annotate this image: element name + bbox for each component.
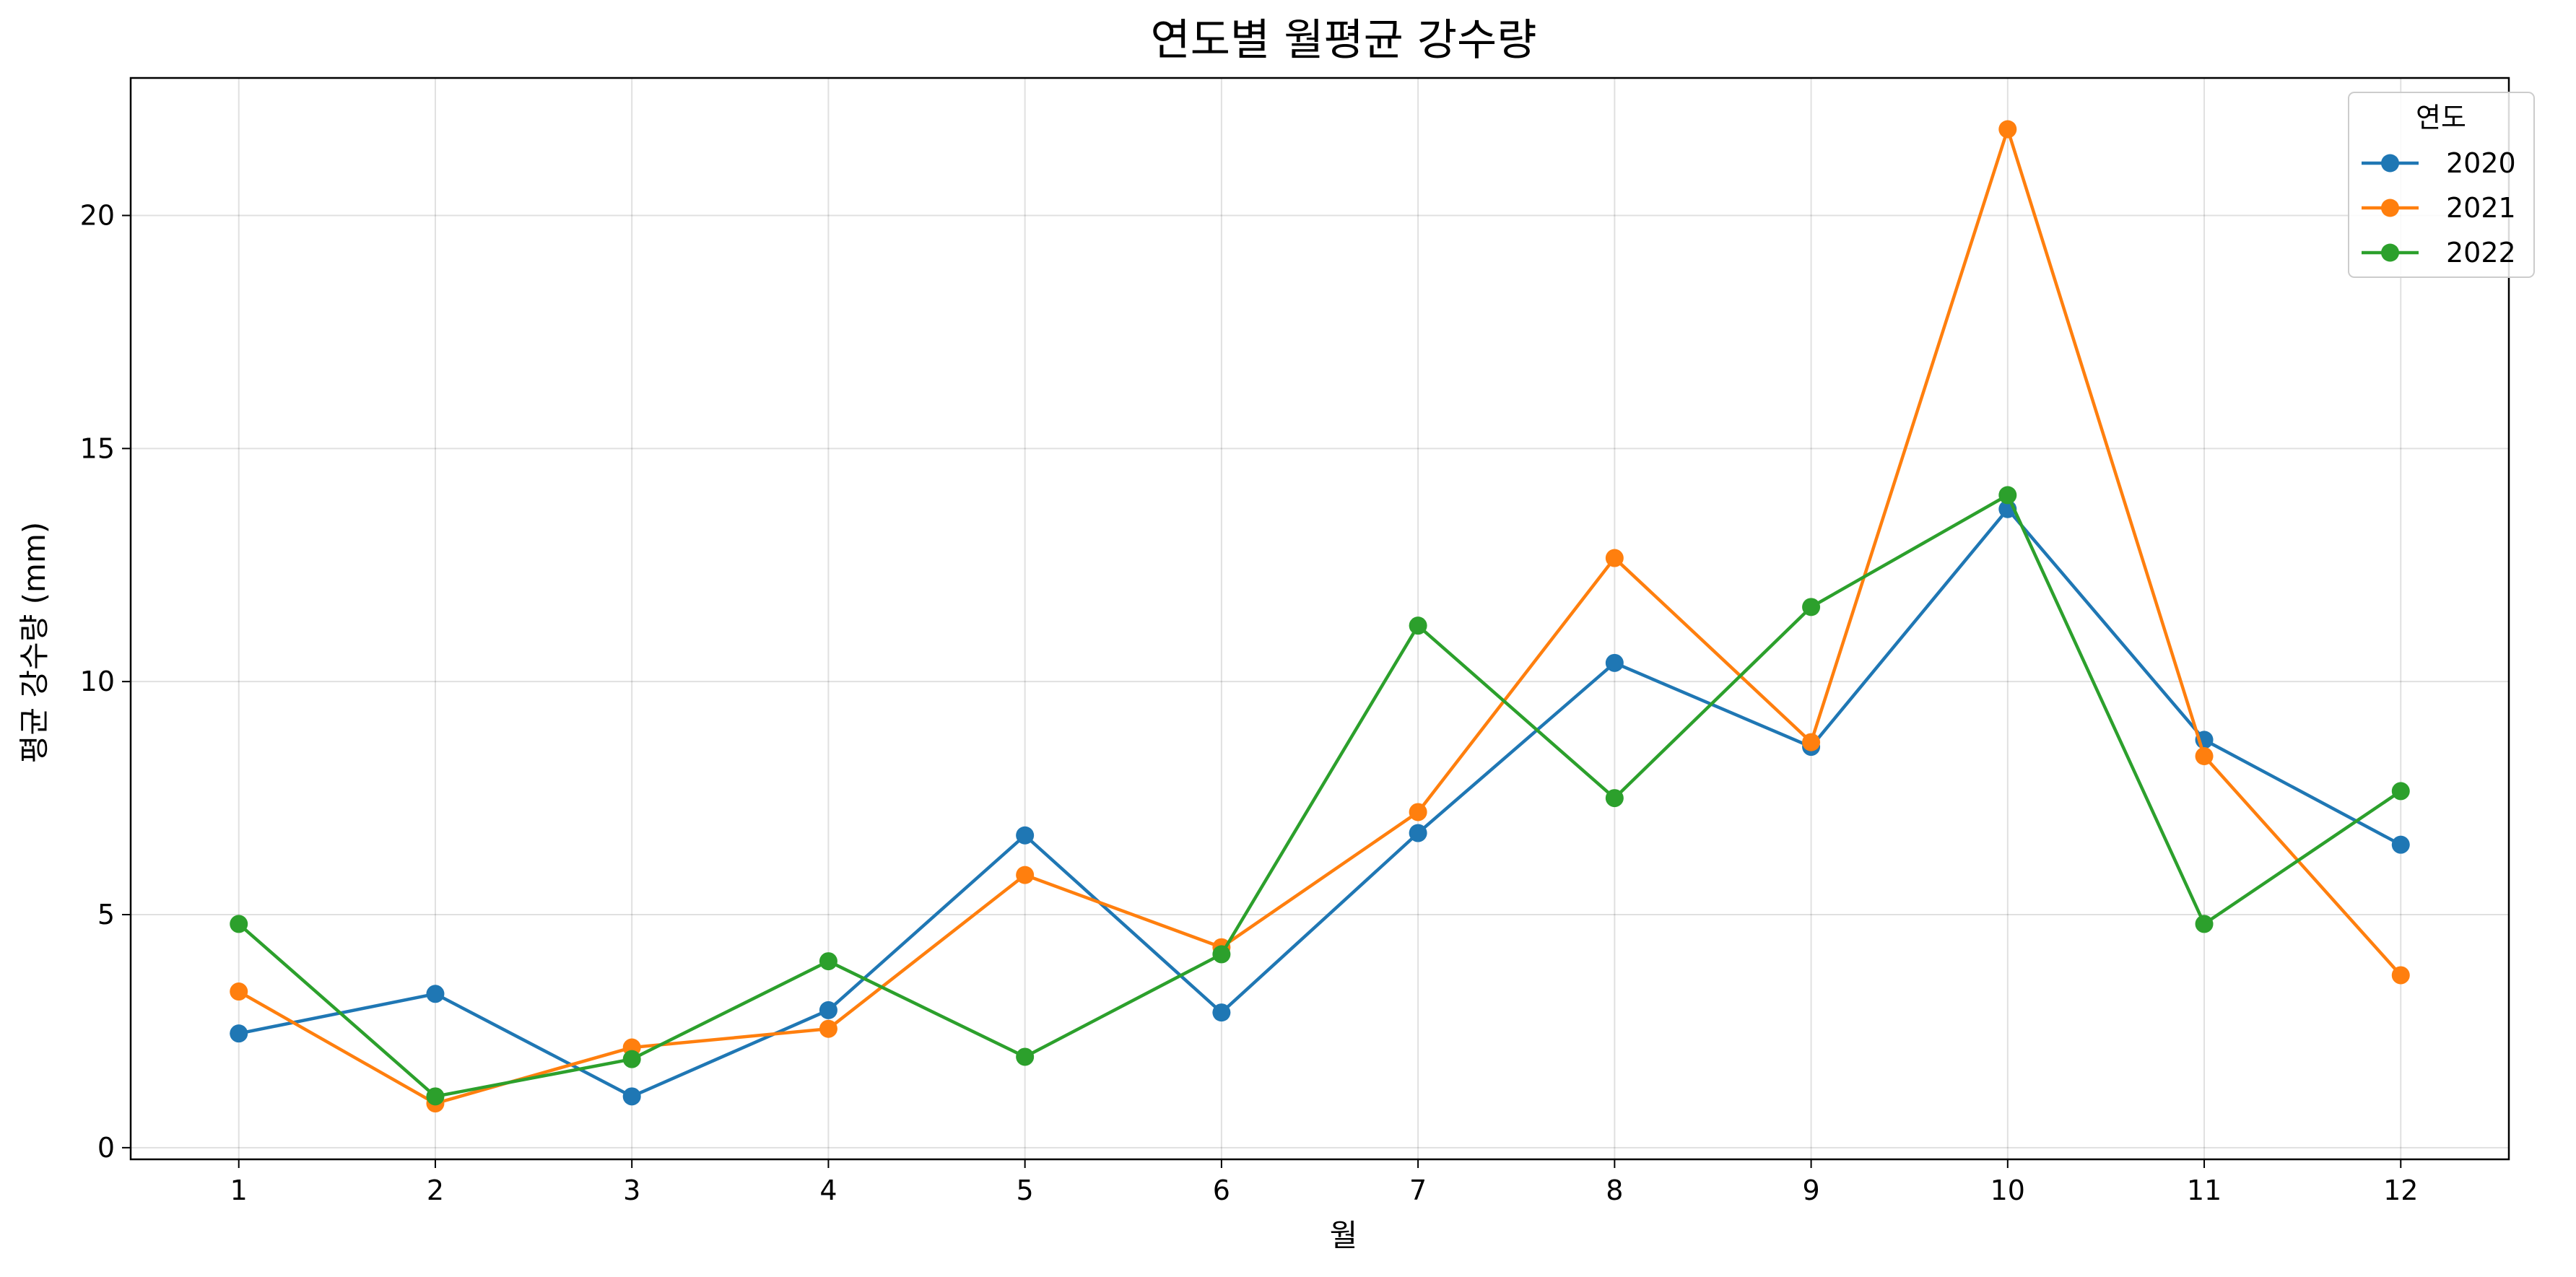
x-tick-label: 4 bbox=[819, 1174, 837, 1206]
data-point bbox=[1605, 789, 1624, 808]
data-point bbox=[2391, 835, 2410, 854]
series-line bbox=[237, 127, 2403, 1105]
x-axis: 1 2 3 4 5 6 7 8 9 10 11 12 bbox=[230, 1159, 2418, 1206]
data-point bbox=[1605, 653, 1624, 672]
data-point bbox=[1409, 803, 1427, 821]
y-tick-label: 15 bbox=[80, 432, 115, 464]
data-point bbox=[230, 982, 248, 1001]
x-axis-title: 월 bbox=[1330, 1218, 1358, 1253]
data-point bbox=[1016, 1047, 1035, 1066]
data-point bbox=[1212, 945, 1231, 964]
x-tick-label: 11 bbox=[2187, 1174, 2222, 1206]
data-point bbox=[2195, 915, 2214, 933]
y-tick-label: 5 bbox=[97, 899, 115, 930]
legend: 연도 2020 2021 2022 bbox=[2348, 92, 2535, 278]
data-point bbox=[622, 1050, 641, 1068]
y-tick-label: 0 bbox=[97, 1132, 115, 1164]
x-tick-label: 8 bbox=[1606, 1174, 1623, 1206]
data-point bbox=[2391, 966, 2410, 985]
legend-marker bbox=[2381, 199, 2399, 217]
y-axis: 0 5 10 15 20 bbox=[80, 199, 131, 1164]
data-point bbox=[1605, 549, 1624, 567]
legend-title: 연도 bbox=[2416, 102, 2466, 134]
data-point bbox=[1998, 486, 2017, 505]
legend-entry-2020: 2020 bbox=[2362, 147, 2516, 179]
series-2020 bbox=[230, 500, 2410, 1106]
series-line bbox=[237, 507, 2403, 1099]
y-axis-title: 평균 강수량 (mm) bbox=[17, 522, 52, 764]
data-point bbox=[1998, 120, 2017, 139]
legend-label: 2022 bbox=[2446, 237, 2516, 269]
data-point bbox=[819, 1001, 837, 1019]
legend-marker bbox=[2381, 243, 2399, 262]
y-tick-label: 20 bbox=[80, 199, 115, 231]
x-tick-label: 5 bbox=[1017, 1174, 1034, 1206]
legend-label: 2020 bbox=[2446, 147, 2516, 179]
series-layer bbox=[230, 120, 2410, 1113]
legend-entry-2022: 2022 bbox=[2362, 237, 2516, 269]
data-point bbox=[1409, 616, 1427, 635]
x-tick-label: 1 bbox=[230, 1174, 248, 1206]
data-point bbox=[2391, 782, 2410, 801]
data-point bbox=[426, 1087, 445, 1106]
series-line bbox=[237, 493, 2403, 1099]
data-point bbox=[426, 985, 445, 1003]
data-point bbox=[819, 952, 837, 971]
legend-entry-2021: 2021 bbox=[2362, 192, 2516, 224]
data-point bbox=[819, 1019, 837, 1038]
legend-entries: 2020 2021 2022 bbox=[2362, 147, 2516, 269]
x-tick-label: 7 bbox=[1409, 1174, 1427, 1206]
data-point bbox=[1212, 1003, 1231, 1022]
data-point bbox=[2195, 746, 2214, 765]
legend-label: 2021 bbox=[2446, 192, 2516, 224]
y-tick-label: 10 bbox=[80, 666, 115, 697]
series-2022 bbox=[230, 486, 2410, 1106]
data-point bbox=[1409, 824, 1427, 842]
x-tick-label: 12 bbox=[2383, 1174, 2418, 1206]
data-point bbox=[1016, 866, 1035, 884]
data-point bbox=[1802, 733, 1821, 751]
data-point bbox=[230, 1024, 248, 1043]
legend-marker bbox=[2381, 154, 2399, 173]
x-tick-label: 9 bbox=[1802, 1174, 1819, 1206]
data-point bbox=[1802, 598, 1821, 616]
data-point bbox=[230, 915, 248, 933]
data-point bbox=[622, 1087, 641, 1106]
plot-frame bbox=[129, 77, 2510, 1161]
data-point bbox=[1016, 826, 1035, 845]
x-tick-label: 2 bbox=[427, 1174, 444, 1206]
legend-box bbox=[2348, 92, 2535, 278]
x-tick-label: 10 bbox=[1990, 1174, 2025, 1206]
chart-title: 연도별 월평균 강수량 bbox=[1151, 15, 1537, 66]
x-tick-label: 3 bbox=[623, 1174, 640, 1206]
x-tick-label: 6 bbox=[1213, 1174, 1230, 1206]
